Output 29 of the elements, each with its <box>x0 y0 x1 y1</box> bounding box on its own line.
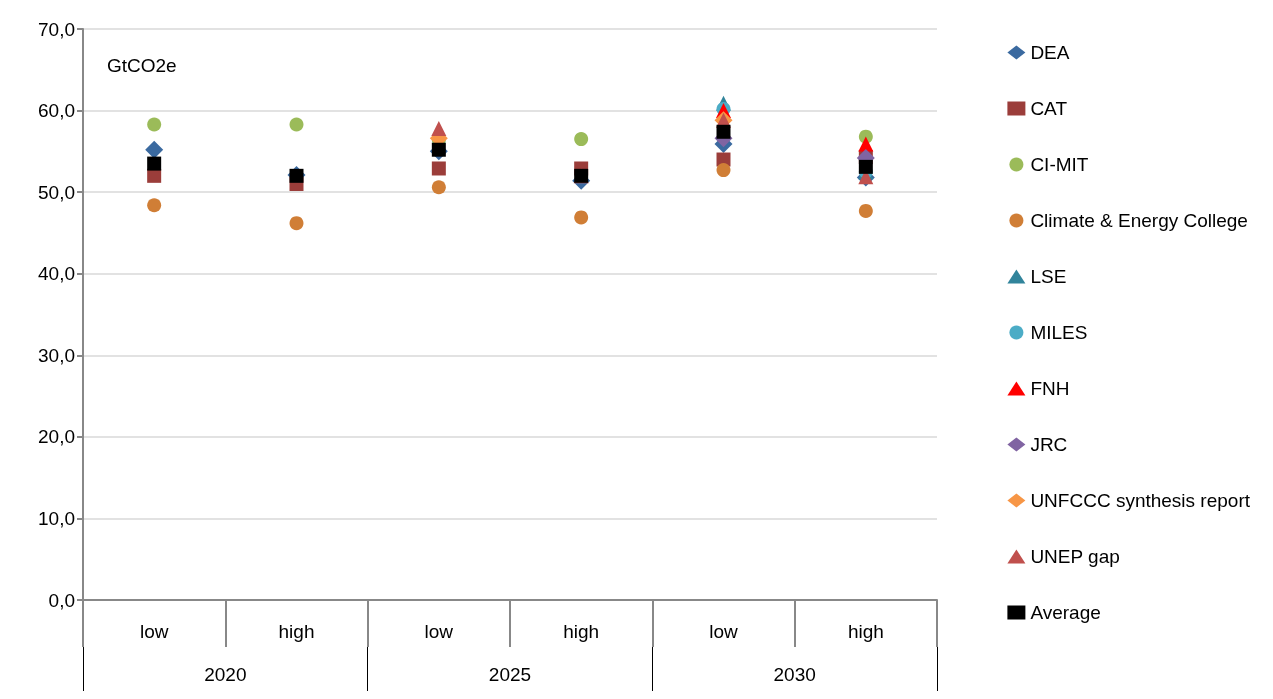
y-tick-label: 30,0 <box>38 344 75 366</box>
x-tick-label: high <box>563 621 600 642</box>
legend-label: Average <box>1030 602 1101 623</box>
legend-label: UNEP gap <box>1030 546 1120 567</box>
y-tick-label: 50,0 <box>38 181 75 203</box>
legend-label: JRC <box>1030 434 1068 455</box>
x-tick-label: high <box>278 621 315 642</box>
y-tick-label: 10,0 <box>38 507 75 529</box>
y-tick-label: 70,0 <box>38 18 75 40</box>
legend-label: CAT <box>1030 98 1068 119</box>
y-axis-title: GtCO2e <box>107 55 177 76</box>
text: 2030 <box>773 664 816 685</box>
legend-label: DEA <box>1030 42 1070 63</box>
y-tick-label: 20,0 <box>38 426 75 448</box>
legend-label: UNFCCC synthesis report <box>1030 490 1251 511</box>
y-tick-label: 0,0 <box>48 589 75 611</box>
legend-label: LSE <box>1030 266 1067 287</box>
x-tick-label: low <box>424 621 454 642</box>
x-tick-label: low <box>139 621 169 642</box>
text: 2020 <box>204 664 247 685</box>
legend-label: FNH <box>1030 378 1070 399</box>
x-tick-label: high <box>847 621 884 642</box>
text: 2025 <box>488 664 532 685</box>
y-tick-label: 60,0 <box>38 100 75 122</box>
legend-label: MILES <box>1030 322 1088 343</box>
legend-label: Climate & Energy College <box>1030 210 1248 231</box>
x-tick-label: low <box>709 621 739 642</box>
legend-label: CI-MIT <box>1030 154 1089 175</box>
y-tick-label: 40,0 <box>38 263 75 285</box>
